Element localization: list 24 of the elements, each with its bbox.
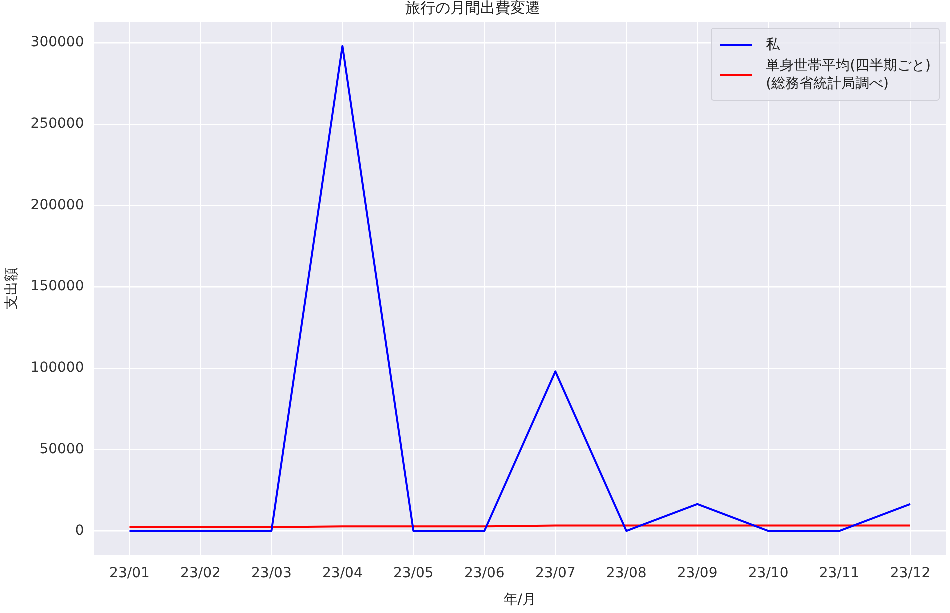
y-tick-label: 50000 xyxy=(40,441,84,458)
x-tick-label: 23/03 xyxy=(252,565,292,582)
y-tick-label: 0 xyxy=(75,522,84,539)
chart-title: 旅行の月間出費変遷 xyxy=(406,0,540,17)
y-tick-label: 250000 xyxy=(30,116,84,132)
x-axis-title: 年/月 xyxy=(504,592,536,608)
x-tick-label: 23/01 xyxy=(110,565,150,582)
x-tick-label: 23/09 xyxy=(677,565,718,582)
y-tick-label: 300000 xyxy=(30,34,84,51)
y-axis-title: 支出額 xyxy=(4,268,20,310)
y-tick-label: 150000 xyxy=(30,278,84,295)
x-tick-label: 23/08 xyxy=(606,565,647,582)
x-tick-label: 23/07 xyxy=(535,565,576,582)
legend-label: 私 xyxy=(766,36,780,54)
x-tick-label: 23/10 xyxy=(748,565,789,582)
x-tick-label: 23/06 xyxy=(464,565,505,582)
legend-label: 単身世帯平均(四半期ごと) (総務省統計局調べ) xyxy=(766,57,931,93)
x-tick-label: 23/05 xyxy=(393,565,434,582)
x-tick-label: 23/11 xyxy=(819,565,860,582)
x-tick-label: 23/12 xyxy=(890,565,931,582)
y-tick-label: 200000 xyxy=(30,197,84,214)
y-tick-label: 100000 xyxy=(30,360,84,376)
x-tick-label: 23/02 xyxy=(180,565,221,582)
x-tick-label: 23/04 xyxy=(322,565,363,582)
